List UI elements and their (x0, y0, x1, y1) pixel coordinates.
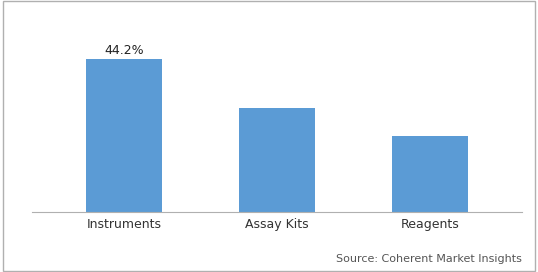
Bar (392, 136, 468, 212)
Bar (86, 59, 162, 212)
Text: Source: Coherent Market Insights: Source: Coherent Market Insights (336, 254, 522, 264)
Bar (239, 108, 315, 212)
Text: 44.2%: 44.2% (104, 44, 144, 57)
